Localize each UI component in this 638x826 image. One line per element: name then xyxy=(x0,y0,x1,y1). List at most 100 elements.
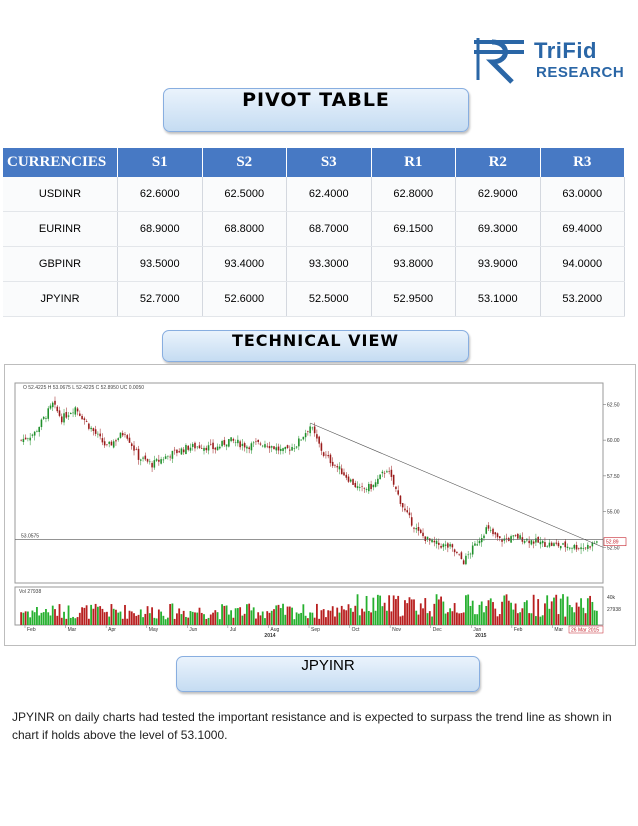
volume-bar xyxy=(336,607,339,625)
candle-body xyxy=(363,487,366,489)
volume-bar xyxy=(128,610,131,625)
volume-bar xyxy=(117,612,120,625)
candle-body xyxy=(49,405,52,409)
volume-bar xyxy=(212,612,214,625)
candle-body xyxy=(582,548,585,549)
candle-body xyxy=(374,482,377,487)
candle-body xyxy=(128,437,131,443)
candle-body xyxy=(410,517,413,526)
candle-body xyxy=(492,528,494,535)
candle-body xyxy=(167,455,169,457)
cell-value: 62.9000 xyxy=(455,177,541,212)
candle-body xyxy=(514,534,517,536)
candle-body xyxy=(435,540,438,544)
candle-body xyxy=(88,423,90,429)
volume-bar xyxy=(38,615,41,625)
volume-bar xyxy=(338,612,341,625)
volume-bar xyxy=(300,612,303,625)
overlay-group: 53.0575 52.89 xyxy=(15,422,627,548)
volume-bar xyxy=(449,608,452,625)
candle-body xyxy=(160,459,162,464)
candle-body xyxy=(187,445,189,450)
volume-bar xyxy=(413,599,415,625)
candle-body xyxy=(517,533,519,539)
candle-body xyxy=(173,449,176,451)
cell-value: 69.3000 xyxy=(455,211,541,247)
candle-body xyxy=(304,433,307,438)
volume-bar xyxy=(94,603,97,625)
last-price-box xyxy=(603,537,627,547)
volume-bar xyxy=(417,614,420,625)
volume-bar xyxy=(331,606,334,625)
candle-body xyxy=(24,437,27,440)
cell-value: 62.4000 xyxy=(286,177,372,212)
volume-bar xyxy=(36,606,38,625)
candle-body xyxy=(591,542,594,547)
volume-bar xyxy=(69,617,72,625)
candle-body xyxy=(295,446,298,448)
candle-body xyxy=(399,495,402,504)
volume-bar xyxy=(33,612,36,625)
volume-bar xyxy=(187,617,190,625)
jpyinr-banner: JPYINR xyxy=(176,656,480,692)
volume-bar xyxy=(431,616,433,625)
candle-body xyxy=(252,442,255,444)
volume-bar xyxy=(498,614,501,625)
volume-bar xyxy=(392,595,395,625)
cell-value: 93.4000 xyxy=(202,246,287,282)
candle-body xyxy=(121,433,124,436)
cell-value: 69.1500 xyxy=(371,211,456,247)
candle-body xyxy=(546,546,548,547)
volume-bar xyxy=(155,618,158,625)
candle-body xyxy=(275,447,278,451)
x-axis-group: Feb Mar Apr May Jun Jul Aug Sep Oct Nov Dec Jan Feb M… xyxy=(24,625,604,639)
candle-body xyxy=(108,441,110,444)
header-r3: R3 xyxy=(540,148,625,177)
cell-currency: GBPINR xyxy=(3,246,118,282)
volume-bar xyxy=(49,615,52,625)
volume-bar xyxy=(87,618,90,625)
last-date-box xyxy=(568,625,604,634)
volume-bar xyxy=(216,612,219,625)
candle-body xyxy=(530,540,533,545)
candle-body xyxy=(85,421,88,422)
candle-body xyxy=(528,540,530,544)
candle-body xyxy=(70,413,72,415)
candle-body xyxy=(221,441,223,447)
volume-bar xyxy=(311,612,314,625)
volume-value-label: 27938 xyxy=(607,607,621,613)
volume-axis-label: 40k xyxy=(607,595,616,601)
volume-bar xyxy=(67,605,70,625)
volume-bar xyxy=(408,597,411,625)
volume-bar xyxy=(478,604,481,625)
volume-bar xyxy=(381,606,384,625)
candle-body xyxy=(284,446,287,450)
volume-bar xyxy=(519,612,522,625)
candle-body xyxy=(352,479,354,485)
volume-bar xyxy=(480,601,483,625)
volume-bar xyxy=(435,594,438,625)
volume-bar xyxy=(196,612,199,625)
rupee-logo-icon xyxy=(474,38,524,84)
candle-body xyxy=(519,535,521,539)
cell-value: 63.0000 xyxy=(540,177,625,212)
candle-body xyxy=(189,447,192,451)
volume-bar xyxy=(550,601,553,625)
volume-bar xyxy=(379,595,382,625)
candle-body xyxy=(562,543,564,545)
candle-body xyxy=(27,438,29,440)
candle-body xyxy=(465,555,467,565)
volume-bar xyxy=(586,598,589,625)
volume-bar xyxy=(248,603,251,625)
volume-bar xyxy=(492,602,494,625)
volume-bar xyxy=(239,607,242,625)
volume-bar xyxy=(325,617,327,625)
volume-bar xyxy=(83,607,86,625)
volume-bar xyxy=(151,607,153,625)
table-row: GBPINR 93.5000 93.4000 93.3000 93.8000 9… xyxy=(3,246,625,282)
candle-body xyxy=(29,437,31,441)
candle-body xyxy=(438,542,440,545)
volume-bar xyxy=(135,615,138,625)
volume-bar xyxy=(126,618,129,625)
volume-bar xyxy=(99,606,102,625)
